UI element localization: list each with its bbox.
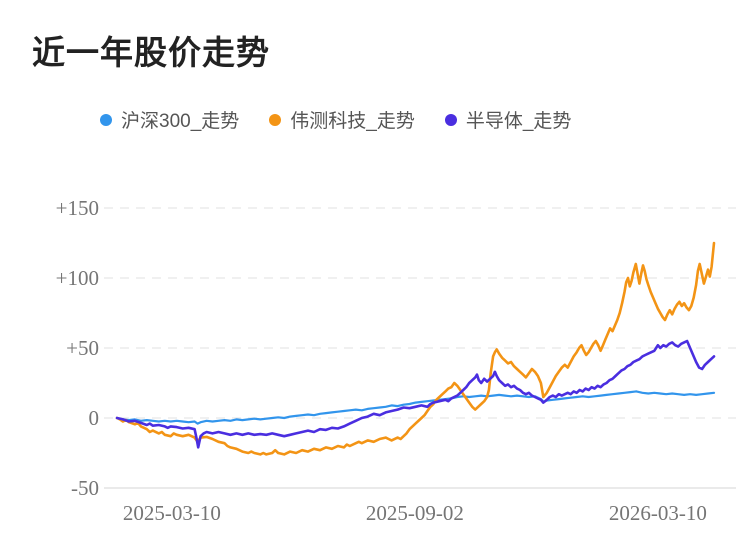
- y-tick-label: +150: [56, 196, 99, 220]
- series-line-weice[interactable]: [115, 241, 716, 456]
- y-tick-label: -50: [71, 476, 99, 500]
- legend-label-csi300: 沪深300_走势: [121, 111, 240, 132]
- legend-item-weice[interactable]: 伟测科技_走势: [269, 106, 415, 133]
- series-line-csi300[interactable]: [115, 390, 716, 425]
- series-line-semiconductor[interactable]: [115, 339, 716, 449]
- legend-label-semiconductor: 半导体_走势: [465, 111, 572, 132]
- legend-item-semiconductor[interactable]: 半导体_走势: [444, 106, 572, 133]
- legend-dot-weice-icon: [269, 113, 282, 126]
- x-tick-label: 2026-03-10: [609, 501, 707, 525]
- legend-dot-semiconductor-icon: [444, 113, 457, 126]
- y-tick-label: +50: [66, 336, 99, 360]
- x-tick-label: 2025-09-02: [366, 501, 464, 525]
- legend-label-weice: 伟测科技_走势: [290, 111, 415, 132]
- legend-dot-csi300-icon: [100, 113, 112, 126]
- y-tick-label: +100: [56, 266, 99, 290]
- page-title: 近一年股价走势: [32, 34, 270, 71]
- x-tick-label: 2025-03-10: [123, 501, 221, 525]
- y-tick-label: 0: [89, 406, 100, 430]
- chart-legend: 沪深300_走势 伟测科技_走势 半导体_走势: [100, 106, 571, 133]
- legend-item-csi300[interactable]: 沪深300_走势: [100, 106, 239, 133]
